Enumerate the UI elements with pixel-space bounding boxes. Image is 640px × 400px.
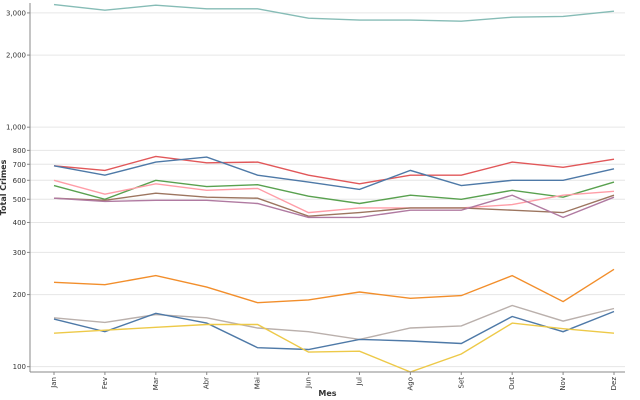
- x-tick-label-Jun: Jun: [305, 377, 313, 389]
- x-tick-label-Set: Set: [457, 377, 465, 389]
- x-tick-label-Dez: Dez: [610, 377, 618, 391]
- x-tick-label-Jul: Jul: [355, 377, 363, 387]
- y-tick-label-400: 400: [13, 219, 26, 227]
- x-tick-label-Mar: Mar: [152, 377, 160, 390]
- y-tick-label-3000: 3,000: [6, 9, 26, 17]
- series-line-6: [53, 192, 615, 217]
- series-line-4: [53, 179, 615, 205]
- series-lines: [53, 3, 615, 373]
- y-tick-label-700: 700: [13, 161, 26, 169]
- x-tick-label-Ago: Ago: [406, 377, 414, 391]
- y-axis-ticks: 100 200 300 400 500 600 700 800 1,000 2,000 3,000: [6, 9, 30, 371]
- y-tick-label-100: 100: [13, 363, 26, 371]
- axes: [29, 3, 625, 373]
- x-tick-label-Jan: Jan: [50, 377, 58, 389]
- y-tick-label-500: 500: [13, 196, 26, 204]
- series-line-2: [53, 155, 615, 185]
- y-tick-label-1000: 1,000: [6, 124, 26, 132]
- grid-lines: [30, 12, 625, 368]
- y-tick-label-300: 300: [13, 249, 26, 257]
- y-tick-label-600: 600: [13, 177, 26, 185]
- x-axis-ticks: Jan Fev Mar Abr Mai Jun Jul Ago Set Out Nov Dez: [50, 372, 618, 391]
- series-line-10: [53, 310, 615, 351]
- series-line-3: [53, 156, 615, 191]
- x-tick-label-Abr: Abr: [203, 377, 211, 389]
- series-line-5: [53, 179, 615, 214]
- y-axis-title: Total Crimes: [0, 159, 8, 215]
- series-line-11: [53, 322, 615, 373]
- x-axis-title: Mes: [318, 389, 336, 398]
- y-tick-label-200: 200: [13, 291, 26, 299]
- x-tick-label-Nov: Nov: [559, 377, 567, 391]
- series-line-8: [53, 268, 615, 304]
- x-tick-label-Mai: Mai: [254, 377, 262, 389]
- y-tick-label-800: 800: [13, 147, 26, 155]
- x-tick-label-Out: Out: [508, 377, 516, 390]
- series-line-1: [53, 3, 615, 22]
- y-tick-label-2000: 2,000: [6, 52, 26, 60]
- x-tick-label-Fev: Fev: [101, 377, 109, 389]
- series-line-7: [53, 194, 615, 219]
